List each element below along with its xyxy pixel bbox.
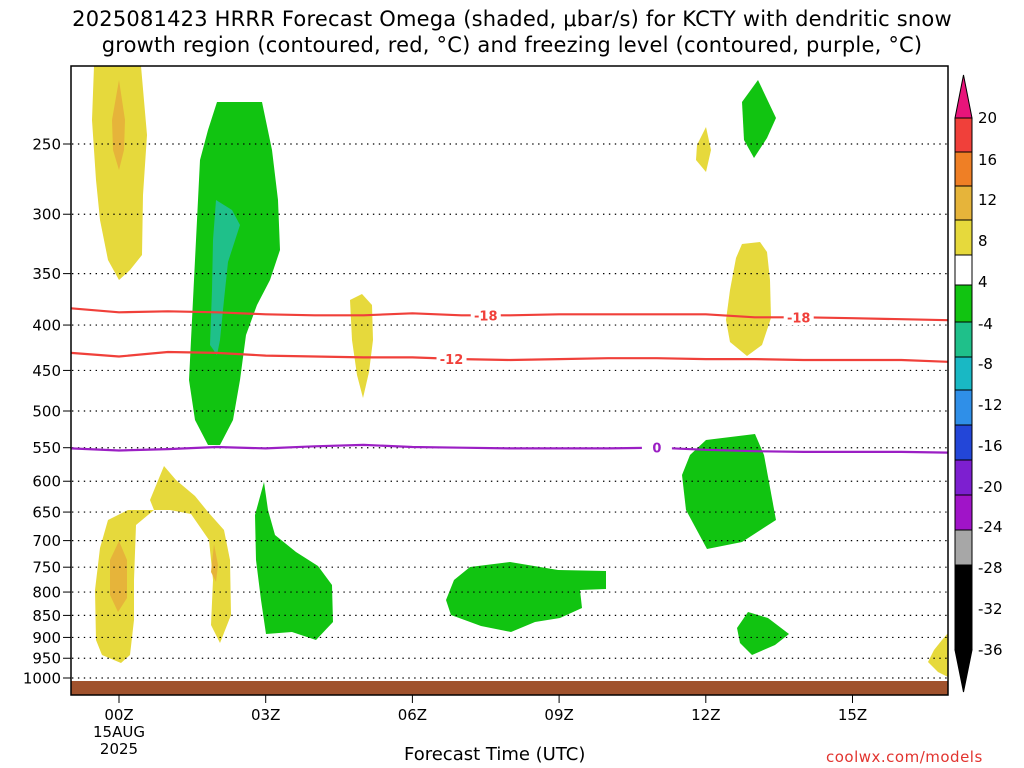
omega-region-11 — [211, 544, 218, 582]
colorbar-box — [954, 564, 973, 601]
y-tick-label: 300 — [32, 206, 61, 224]
omega-region-1 — [112, 80, 125, 170]
x-tick-label: 12Z — [691, 706, 720, 724]
omega-region-6 — [696, 127, 711, 172]
colorbar-label: -24 — [978, 518, 1003, 536]
omega-region-5 — [742, 80, 776, 158]
colorbar-label: -28 — [978, 559, 1003, 577]
colorbar-label: -36 — [978, 641, 1003, 659]
colorbar-box — [954, 459, 973, 496]
colorbar-box — [954, 151, 973, 187]
omega-region-8 — [682, 434, 776, 549]
y-tick-label: 350 — [32, 265, 61, 283]
contour-label: -12 — [440, 353, 464, 368]
colorbar-label: 16 — [978, 151, 997, 169]
colorbar-box — [954, 185, 973, 221]
y-tick-label: 900 — [32, 629, 61, 647]
x-tick-date: 15AUG — [93, 723, 145, 741]
title-line-2: growth region (contoured, red, °C) and f… — [101, 33, 923, 57]
colorbar-bottom-arrow — [954, 649, 973, 693]
y-tick-label: 950 — [32, 650, 61, 668]
contour-label-bg — [470, 307, 501, 324]
y-tick-label: 700 — [32, 532, 61, 550]
x-tick-label: 15Z — [838, 706, 867, 724]
colorbar-label: -12 — [978, 396, 1003, 414]
x-tick-year: 2025 — [100, 740, 138, 758]
contour-label: 0 — [652, 442, 661, 457]
colorbar-label: -20 — [978, 478, 1003, 496]
colorbar-box — [954, 494, 973, 531]
colorbar-box — [954, 284, 973, 323]
omega-region-3 — [210, 200, 240, 355]
contour-label-bg — [436, 350, 467, 367]
colorbar-label: 12 — [978, 191, 997, 209]
omega-region-0 — [92, 66, 147, 280]
y-tick-label: 750 — [32, 559, 61, 577]
plot-frame — [70, 65, 949, 696]
colorbar-label: 20 — [978, 109, 997, 127]
colorbar-label: -8 — [978, 355, 993, 373]
colorbar-label: -32 — [978, 600, 1003, 618]
contour-lines: -18 -18 -12 0 — [70, 307, 949, 457]
colorbar-label: -4 — [978, 315, 993, 333]
y-tick-label: 800 — [32, 584, 61, 602]
contour-label-bg — [641, 439, 672, 456]
y-tick-label: 650 — [32, 504, 61, 522]
x-tick-label: 06Z — [398, 706, 427, 724]
y-tick-label: 250 — [32, 136, 61, 154]
y-tick-label: 550 — [32, 439, 61, 457]
contour-label: -18 — [474, 309, 498, 324]
source-credit: coolwx.com/models — [826, 748, 983, 766]
colorbar-box — [954, 529, 973, 566]
omega-region-13 — [446, 562, 606, 632]
contour--12 — [70, 350, 949, 363]
colorbar-box — [954, 219, 973, 256]
colorbar-box — [954, 254, 973, 286]
colorbar-top-arrow — [954, 74, 973, 119]
x-tick-label: 03Z — [251, 706, 280, 724]
y-tick-label: 450 — [32, 362, 61, 380]
colorbar-box — [954, 424, 973, 461]
ground-terrain — [71, 681, 948, 695]
omega-region-15 — [928, 633, 948, 677]
colorbar: 20 16 12 8 4 -4 -8 -12 -16 -20 -24 -28 -32 -36 — [954, 74, 1003, 693]
omega-region-2 — [189, 102, 280, 445]
chart-title: 2025081423 HRRR Forecast Omega (shaded, … — [0, 6, 1024, 58]
colorbar-box — [954, 356, 973, 391]
colorbar-label: 8 — [978, 232, 988, 250]
colorbar-label: 4 — [978, 273, 988, 291]
y-tick-label: 500 — [32, 403, 61, 421]
y-tick-label: 400 — [32, 317, 61, 335]
colorbar-box — [954, 321, 973, 358]
colorbar-box — [954, 389, 973, 426]
omega-region-10 — [110, 541, 127, 612]
omega-region-4 — [350, 294, 373, 398]
omega-region-12 — [255, 482, 333, 640]
contour-label: -18 — [787, 311, 811, 326]
omega-region-7 — [726, 242, 771, 356]
x-tick-label: 09Z — [544, 706, 573, 724]
title-line-1: 2025081423 HRRR Forecast Omega (shaded, … — [72, 7, 952, 31]
contour-0 — [70, 443, 949, 454]
x-tick-label: 00Z — [104, 706, 133, 724]
y-axis: 250 300 350 400 450 500 550 600 650 700 750 800 850 9… — [23, 136, 71, 688]
y-tick-label: 600 — [32, 473, 61, 491]
omega-shading — [92, 66, 948, 677]
y-tick-label: 1000 — [23, 670, 61, 688]
colorbar-box — [954, 117, 973, 153]
colorbar-label: -16 — [978, 437, 1003, 455]
omega-region-14 — [737, 612, 789, 655]
contour-label-bg — [783, 309, 814, 326]
omega-region-9 — [95, 466, 231, 663]
y-tick-label: 850 — [32, 607, 61, 625]
colorbar-box — [954, 599, 973, 651]
x-axis-title: Forecast Time (UTC) — [404, 744, 586, 765]
